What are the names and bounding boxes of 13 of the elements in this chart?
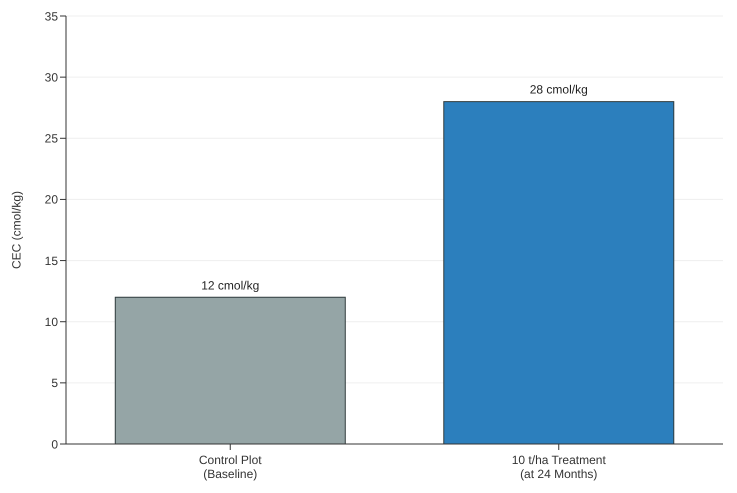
y-tick-label: 30 xyxy=(44,70,58,84)
y-tick-label: 5 xyxy=(51,376,58,390)
y-axis-title: CEC (cmol/kg) xyxy=(9,190,24,270)
y-tick-label: 15 xyxy=(44,254,58,268)
y-tick-label: 35 xyxy=(44,9,58,24)
y-tick-label: 20 xyxy=(44,192,58,207)
x-tick-label: Control Plot (Baseline) xyxy=(198,453,262,481)
data-label: 28 cmol/kg xyxy=(530,82,588,97)
y-tick-label: 25 xyxy=(44,132,58,146)
data-label: 12 cmol/kg xyxy=(201,278,260,292)
y-tick-label: 0 xyxy=(51,437,58,452)
y-tick-label: 10 xyxy=(44,314,58,329)
x-tick-label: 10 t/ha Treatment (at 24 Months) xyxy=(512,453,606,481)
